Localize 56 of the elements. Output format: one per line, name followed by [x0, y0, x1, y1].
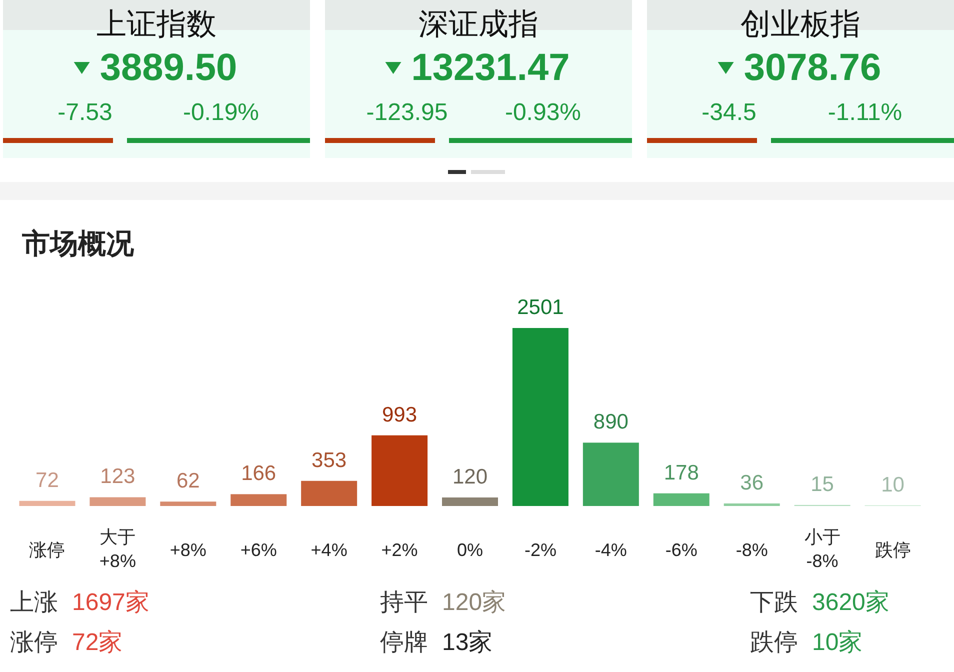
x-tick-label: 涨停 [29, 540, 66, 560]
data-label: 120 [452, 465, 488, 488]
x-tick-label: 跌停 [874, 540, 911, 560]
data-label: 15 [810, 472, 834, 496]
x-tick-label: +6% [240, 540, 277, 560]
bar [442, 497, 498, 506]
text: 上证指数 [96, 8, 216, 41]
x-tick-label: -6% [665, 540, 698, 560]
text: 深证成指 [418, 8, 538, 41]
text: 上涨 1697家 [10, 589, 150, 616]
data-label: 178 [664, 461, 699, 484]
text: 停牌 13家 [380, 629, 493, 656]
bar [724, 503, 780, 506]
x-tick-label: +8% [170, 540, 206, 560]
text: 13231.47 [411, 47, 570, 89]
data-label: 166 [241, 462, 276, 486]
bar [19, 500, 76, 506]
text: 涨停 72家 [10, 629, 123, 656]
text: 3078.76 [744, 47, 882, 89]
text: -1.11% [828, 99, 902, 126]
text: 创业板指 [740, 8, 860, 41]
x-tick-label: 大于 +8% [99, 527, 136, 571]
data-label: 353 [312, 448, 347, 472]
text: 3889.50 [100, 47, 238, 89]
text: 跌停 10家 [750, 629, 863, 656]
text: -7.53 [58, 99, 112, 126]
x-tick-label: -2% [524, 540, 556, 560]
chart-title: 市场概况 [21, 228, 135, 259]
bar [160, 502, 216, 506]
text: 持平 120家 [380, 589, 506, 616]
data-label: 72 [36, 468, 59, 492]
data-label: 62 [176, 470, 200, 493]
bar [301, 480, 358, 506]
text: -34.5 [702, 99, 756, 126]
text: -0.19% [182, 99, 260, 126]
text: 下跌 3620家 [750, 589, 890, 616]
x-tick-label: +2% [381, 540, 418, 560]
x-tick-label: -8% [736, 540, 768, 560]
text: -0.93% [504, 99, 582, 126]
bar [582, 442, 639, 506]
x-tick-label: 0% [456, 540, 484, 560]
x-tick-label: -4% [594, 540, 627, 560]
bar [90, 497, 146, 506]
bar [372, 435, 428, 506]
data-label: 890 [593, 410, 628, 434]
bar [653, 493, 710, 506]
x-tick-label: 小于 -8% [804, 527, 840, 571]
data-label: 2501 [517, 296, 564, 319]
data-label: 123 [100, 465, 136, 488]
bar [230, 494, 287, 506]
data-label: 10 [881, 473, 904, 496]
data-label: 993 [382, 403, 418, 426]
bar [512, 328, 568, 506]
x-tick-label: +4% [310, 540, 348, 560]
text: -123.95 [366, 99, 448, 126]
data-label: 36 [740, 471, 764, 494]
